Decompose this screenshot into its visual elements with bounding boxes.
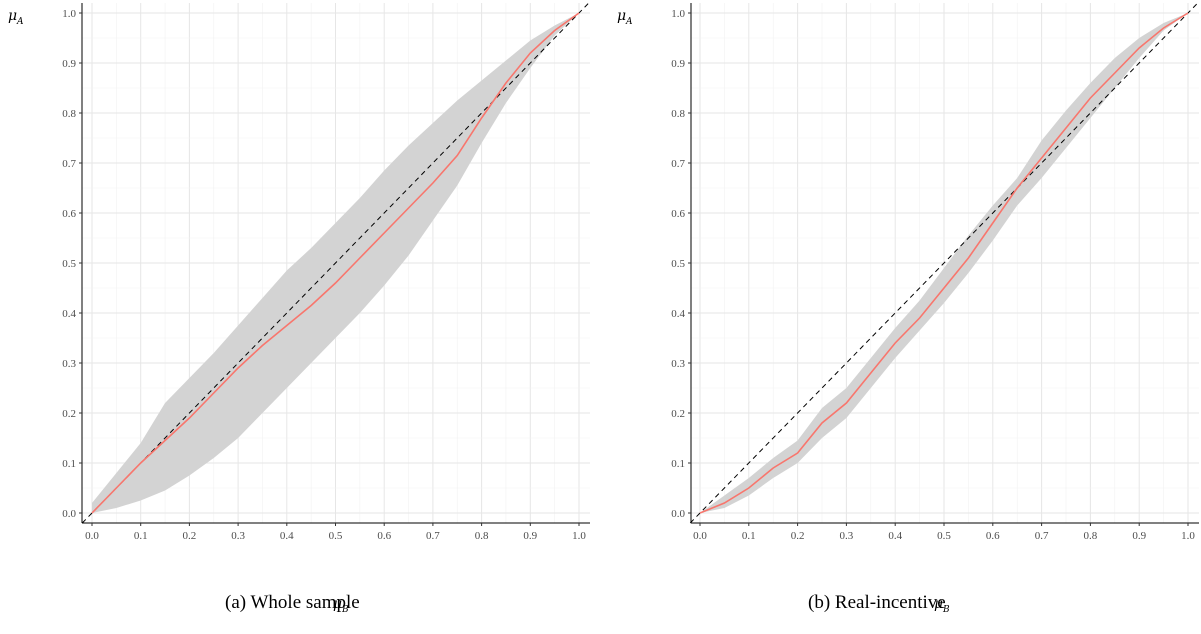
x-tick-label: 1.0 [1181, 530, 1195, 542]
y-axis-label-subscript: A [16, 17, 24, 27]
x-tick-label: 0.0 [85, 530, 99, 542]
reference-diagonal-line [81, 2, 590, 524]
y-tick-label: 0.4 [62, 308, 76, 320]
y-tick-label: 0.7 [671, 158, 685, 170]
y-tick-label: 0.1 [671, 458, 685, 470]
reference-diagonal-line [689, 2, 1199, 524]
x-tick-label: 1.0 [572, 530, 586, 542]
x-tick-label: 0.1 [742, 530, 756, 542]
x-axis-label: μ [333, 596, 342, 612]
estimated-curve [699, 12, 1189, 514]
x-axis-label-subscript: B [341, 605, 349, 615]
y-tick-label: 0.3 [62, 358, 76, 370]
x-axis-label-subscript: B [942, 605, 950, 615]
x-tick-label: 0.9 [523, 530, 537, 542]
y-axis-label-subscript: A [625, 17, 633, 27]
y-tick-label: 0.0 [62, 508, 76, 520]
y-tick-label: 0.0 [671, 508, 685, 520]
x-tick-label: 0.2 [791, 530, 805, 542]
x-tick-label: 0.1 [134, 530, 148, 542]
y-tick-label: 0.2 [671, 408, 685, 420]
x-axis-label: μ [934, 596, 943, 612]
panel-whole-sample: 0.0 0.1 0.2 0.3 0.4 0.5 0.6 0.7 0.8 0.9 1.0 0.0 0.1 0… [8, 2, 590, 615]
y-tick-label: 0.9 [62, 58, 76, 70]
x-tick-label: 0.0 [693, 530, 707, 542]
x-tick-label: 0.3 [840, 530, 854, 542]
y-tick-label: 0.8 [62, 108, 76, 120]
x-tick-label: 0.9 [1132, 530, 1146, 542]
y-tick-label: 0.3 [671, 358, 685, 370]
y-tick-label: 0.6 [671, 208, 685, 220]
x-tick-label: 0.5 [329, 530, 343, 542]
y-tick-label: 0.2 [62, 408, 76, 420]
caption-panel-b: (b) Real-incentive [808, 592, 946, 613]
y-tick-label: 0.8 [671, 108, 685, 120]
x-tick-label: 0.8 [475, 530, 489, 542]
x-tick-label: 0.5 [937, 530, 951, 542]
y-tick-label: 0.6 [62, 208, 76, 220]
y-tick-label: 0.5 [671, 258, 685, 270]
caption-panel-a: (a) Whole sample [225, 592, 360, 613]
x-tick-label: 0.6 [986, 530, 1000, 542]
y-tick-label: 0.9 [671, 58, 685, 70]
y-tick-label: 0.7 [62, 158, 76, 170]
y-tick-label: 0.5 [62, 258, 76, 270]
y-axis-label: μ [617, 8, 626, 24]
x-tick-label: 0.4 [280, 530, 294, 542]
y-axis-label: μ [8, 8, 17, 24]
y-tick-label: 1.0 [62, 8, 76, 20]
confidence-band [700, 13, 1188, 513]
y-tick-label: 0.4 [671, 308, 685, 320]
x-tick-label: 0.8 [1084, 530, 1098, 542]
panel-real-incentive: 0.0 0.1 0.2 0.3 0.4 0.5 0.6 0.7 0.8 0.9 1.0 0.0 0.1 0… [617, 2, 1199, 615]
x-tick-label: 0.6 [377, 530, 391, 542]
x-tick-label: 0.7 [1035, 530, 1049, 542]
x-tick-label: 0.4 [888, 530, 902, 542]
x-tick-label: 0.7 [426, 530, 440, 542]
x-tick-label: 0.2 [183, 530, 197, 542]
estimated-curve [91, 12, 580, 514]
y-tick-label: 0.1 [62, 458, 76, 470]
y-tick-label: 1.0 [671, 8, 685, 20]
x-tick-label: 0.3 [231, 530, 245, 542]
